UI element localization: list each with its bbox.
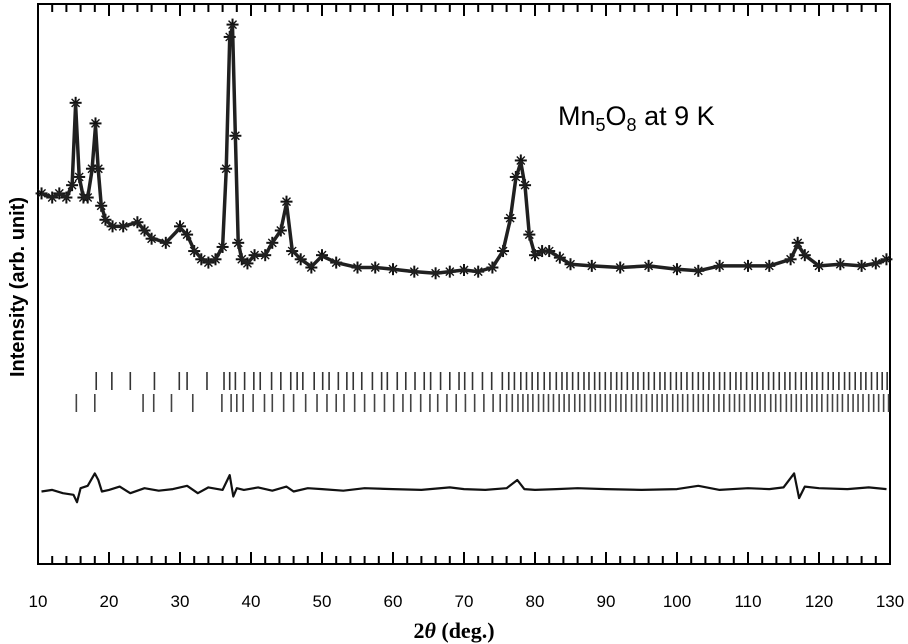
x-axis-label-theta: θ xyxy=(424,618,436,643)
sample-annotation-subscript-1: 5 xyxy=(596,115,606,135)
bottom-ticks xyxy=(37,552,891,564)
x-axis-label: 2θ (deg.) xyxy=(413,618,494,643)
sample-annotation: Mn5O8 at 9 K xyxy=(558,101,715,135)
x-tick-labels: 10 20 30 40 50 60 70 80 90 100 110 120 130 xyxy=(29,592,905,611)
sample-annotation-prefix: Mn xyxy=(558,101,596,131)
x-tick-label: 20 xyxy=(100,592,119,611)
x-tick-label: 50 xyxy=(313,592,332,611)
x-tick-label: 120 xyxy=(805,592,833,611)
x-axis-label-prefix: 2 xyxy=(413,618,424,643)
sample-annotation-subscript-2: 8 xyxy=(627,115,637,135)
x-axis-label-suffix: (deg.) xyxy=(436,618,495,643)
x-tick-label: 80 xyxy=(526,592,545,611)
top-ticks xyxy=(37,4,891,16)
y-axis-label: Intensity (arb. unit) xyxy=(7,197,29,377)
x-tick-label: 70 xyxy=(455,592,474,611)
x-tick-label: 60 xyxy=(384,592,403,611)
x-tick-label: 100 xyxy=(663,592,691,611)
x-tick-label: 90 xyxy=(597,592,616,611)
x-tick-label: 130 xyxy=(876,592,904,611)
observed-point-d2 xyxy=(91,118,101,128)
reflection-ticks-phase-1 xyxy=(95,372,888,390)
x-tick-label: 10 xyxy=(29,592,48,611)
sample-annotation-mid: O xyxy=(606,101,627,131)
plot-frame xyxy=(37,3,891,565)
reflection-ticks-phase-2 xyxy=(75,394,890,412)
calculated-series xyxy=(40,24,888,276)
x-tick-label: 40 xyxy=(242,592,261,611)
x-tick-label: 30 xyxy=(171,592,190,611)
sample-annotation-suffix: at 9 K xyxy=(637,101,715,131)
difference-series xyxy=(41,472,887,504)
x-tick-label: 110 xyxy=(734,592,761,611)
